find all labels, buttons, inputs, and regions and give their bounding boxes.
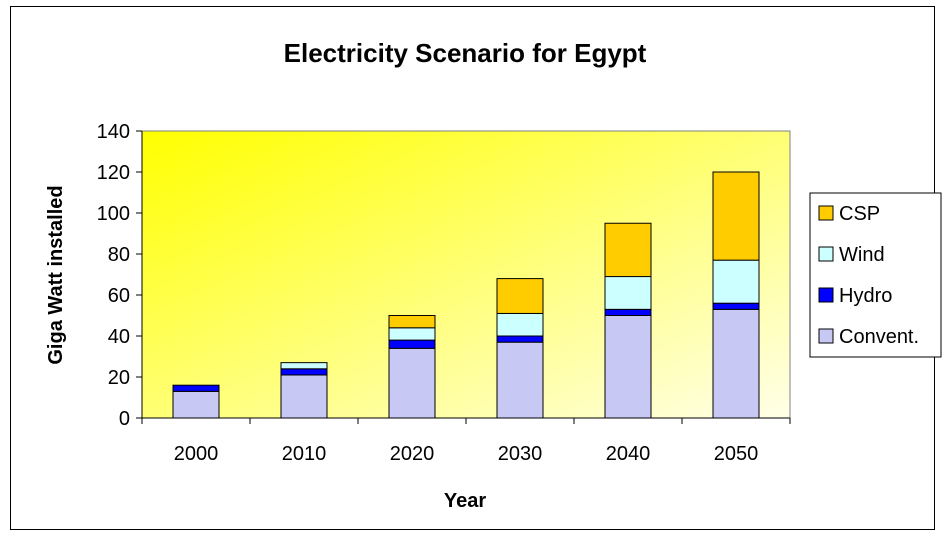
plot-area (141, 130, 791, 419)
y-tick-label: 0 (119, 408, 130, 430)
bar-segment-hydro-2010 (280, 368, 328, 376)
y-tick-label: 80 (108, 244, 130, 266)
bar-segment-csp-2050 (712, 171, 760, 261)
chart-title: Electricity Scenario for Egypt (284, 38, 647, 68)
legend-swatch-csp (818, 205, 834, 221)
bar-segment-csp-2020 (388, 315, 436, 329)
bar-segment-hydro-2000 (172, 384, 220, 392)
bar-segment-csp-2030 (496, 278, 544, 314)
x-tick-label: 2010 (282, 443, 327, 465)
bar-segment-convent-2040 (604, 315, 652, 419)
bar-segment-hydro-2020 (388, 339, 436, 349)
bar-segment-wind-2050 (712, 259, 760, 304)
x-tick-label: 2030 (498, 443, 543, 465)
y-axis: 0 20 40 60 80 100 120 140 (97, 121, 143, 430)
x-axis-title: Year (444, 490, 486, 512)
bar-segment-convent-2020 (388, 347, 436, 419)
legend-swatch-wind (818, 246, 834, 262)
bar-segment-wind-2020 (388, 327, 436, 341)
bar-segment-hydro-2040 (604, 308, 652, 317)
legend-label-convent: Convent. (839, 326, 919, 348)
bar-segment-hydro-2050 (712, 302, 760, 310)
y-tick-label: 140 (97, 121, 130, 143)
y-axis-title: Giga Watt installed (45, 185, 67, 364)
bar-segment-convent-2050 (712, 308, 760, 419)
bar-segment-convent-2030 (496, 341, 544, 419)
x-tick-label: 2040 (606, 443, 651, 465)
y-tick-label: 60 (108, 285, 130, 307)
bar-segment-wind-2010 (280, 362, 328, 370)
legend-label-csp: CSP (839, 203, 880, 225)
y-tick-label: 100 (97, 203, 130, 225)
y-tick-label: 120 (97, 162, 130, 184)
bar-segment-hydro-2030 (496, 335, 544, 343)
x-tick-label: 2000 (174, 443, 219, 465)
legend-label-hydro: Hydro (839, 285, 892, 307)
bar-segment-convent-2010 (280, 374, 328, 419)
legend-label-wind: Wind (839, 244, 885, 266)
x-tick-label: 2020 (390, 443, 435, 465)
x-axis: 2000 2010 2020 2030 2040 2050 (141, 417, 791, 465)
y-tick-label: 20 (108, 367, 130, 389)
legend-swatch-hydro (818, 287, 834, 303)
bar-segment-wind-2030 (496, 312, 544, 337)
legend: CSP Wind Hydro Convent. (809, 192, 942, 358)
bar-segment-csp-2040 (604, 222, 652, 278)
bar-segment-wind-2040 (604, 276, 652, 310)
legend-swatch-convent (818, 328, 834, 344)
x-tick-label: 2050 (714, 443, 759, 465)
bar-segment-convent-2000 (172, 390, 220, 419)
y-tick-label: 40 (108, 326, 130, 348)
bars (172, 171, 760, 419)
